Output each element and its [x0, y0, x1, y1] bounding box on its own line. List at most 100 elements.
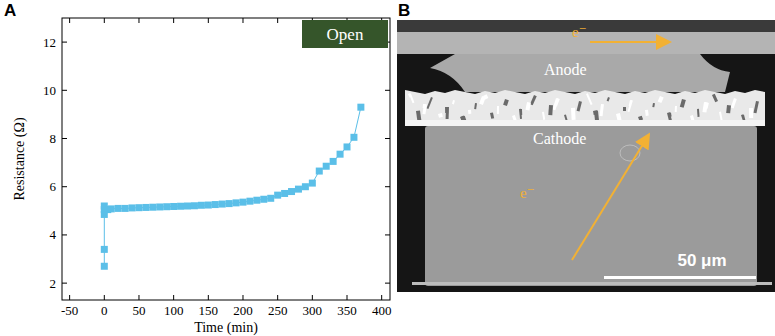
x-tick	[208, 295, 209, 300]
imc-texture	[548, 105, 553, 115]
data-point	[226, 200, 233, 207]
x-tick	[173, 295, 174, 300]
anode-bump	[430, 54, 730, 92]
image-background	[397, 20, 775, 292]
panel-label: B	[398, 1, 410, 20]
y-tick	[62, 138, 67, 139]
data-point	[309, 180, 316, 187]
imc-texture	[452, 100, 455, 104]
data-point	[191, 202, 198, 209]
imc-texture	[474, 103, 477, 109]
imc-texture	[712, 94, 718, 103]
plot-frame	[62, 18, 390, 300]
x-tick	[242, 295, 243, 300]
imc-band	[405, 90, 765, 122]
data-point	[357, 104, 364, 111]
y-tick-right	[385, 283, 390, 284]
imc-texture	[645, 110, 649, 116]
data-point	[115, 205, 122, 212]
y-tick	[62, 186, 67, 187]
data-point	[101, 246, 108, 253]
annotation-box	[302, 20, 388, 48]
y-tick	[62, 234, 67, 235]
x-tick	[69, 295, 70, 300]
imc-edge	[405, 120, 765, 126]
anode-label: Anode	[544, 61, 587, 78]
imc-texture	[697, 109, 700, 117]
data-point	[295, 186, 302, 193]
data-point	[129, 204, 136, 211]
data-point	[122, 205, 129, 212]
electron-label: e⁻	[520, 185, 535, 201]
data-point	[198, 202, 205, 209]
figure: A-5005010015020025030035040024681012Time…	[0, 0, 775, 336]
imc-texture	[594, 111, 599, 121]
imc-texture	[726, 105, 731, 113]
y-tick	[62, 42, 67, 43]
x-tick	[312, 295, 313, 300]
data-point	[350, 134, 357, 141]
data-point	[170, 203, 177, 210]
imc-texture	[519, 109, 522, 119]
data-point	[267, 195, 274, 202]
imc-texture	[530, 95, 537, 105]
data-point	[177, 203, 184, 210]
x-tick-top	[69, 18, 70, 23]
data-point	[316, 168, 323, 175]
imc-texture	[571, 108, 576, 120]
data-point	[337, 151, 344, 158]
x-tick-label: 350	[337, 303, 357, 318]
imc-texture	[438, 113, 443, 118]
imc-texture	[525, 102, 530, 111]
imc-texture	[552, 98, 558, 110]
bottom-layer	[412, 282, 772, 285]
panel-label: A	[4, 1, 16, 20]
scale-bar-label: 50 μm	[677, 251, 726, 270]
plot-area	[101, 104, 365, 270]
data-point	[163, 203, 170, 210]
imc-texture	[483, 94, 488, 99]
imc-texture	[577, 101, 582, 111]
imc-texture	[675, 106, 677, 112]
x-tick-top	[104, 18, 105, 23]
electron-label: e⁻	[572, 24, 587, 40]
imc-texture	[490, 112, 494, 118]
data-point	[253, 197, 260, 204]
imc-texture	[503, 99, 509, 106]
annotation: Open	[327, 25, 364, 44]
data-point	[108, 205, 115, 212]
data-point	[219, 201, 226, 208]
electron-arrow	[572, 136, 648, 260]
data-point	[142, 204, 149, 211]
cathode-label: Cathode	[533, 130, 586, 147]
y-tick-right	[385, 234, 390, 235]
y-tick-label: 6	[50, 179, 57, 194]
data-point	[101, 263, 108, 270]
series-line	[104, 107, 361, 266]
data-point	[246, 198, 253, 205]
data-point	[260, 196, 267, 203]
data-point	[184, 203, 191, 210]
x-tick-label: 100	[164, 303, 184, 318]
imc-texture	[497, 106, 499, 114]
data-point	[212, 201, 219, 208]
electron-arrow	[590, 41, 668, 43]
x-tick-label: 200	[233, 303, 253, 318]
micrograph: Anode Cathode e⁻ e⁻ 50 μm	[397, 20, 775, 292]
scale-bar	[604, 276, 756, 279]
imc-texture	[667, 112, 672, 120]
x-tick-label: 50	[132, 303, 145, 318]
x-tick-top	[242, 18, 243, 23]
imc-texture	[638, 116, 643, 121]
y-tick-right	[385, 138, 390, 139]
x-tick-label: 0	[101, 303, 108, 318]
imc-texture	[702, 102, 708, 113]
imc-texture	[468, 110, 471, 114]
x-tick-label: 400	[372, 303, 392, 318]
imc-texture	[731, 98, 737, 108]
x-tick-label: 150	[199, 303, 219, 318]
cathode-block	[425, 126, 757, 286]
imc-texture	[652, 103, 655, 107]
data-point	[330, 158, 337, 165]
data-point	[281, 190, 288, 197]
